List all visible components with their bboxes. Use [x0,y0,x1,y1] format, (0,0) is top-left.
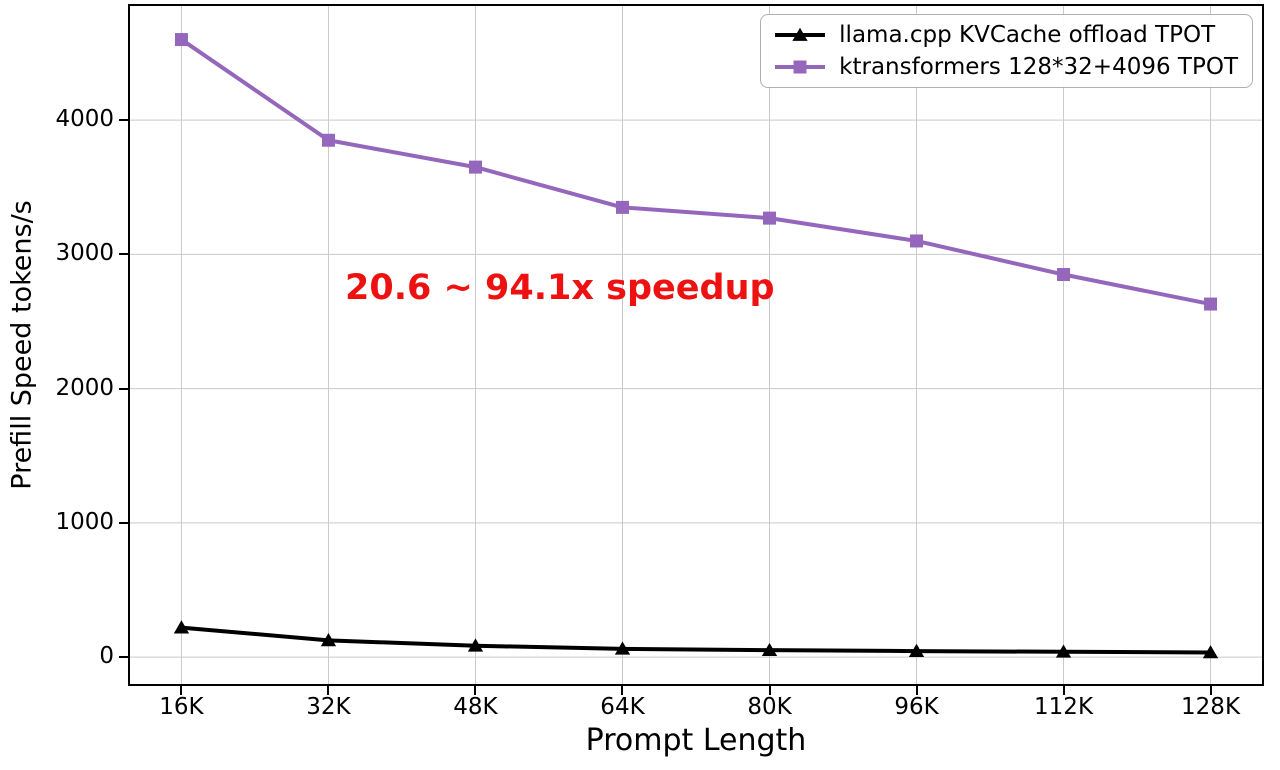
x-tick-label: 128K [1181,694,1241,720]
x-tick-mark [1209,686,1212,695]
series-marker-triangle [173,620,190,634]
series-line [181,625,1211,655]
series-marker-square [615,200,629,214]
legend-line-square-icon [775,60,826,74]
y-tick-label: 1000 [55,508,114,535]
series-marker-triangle [320,633,337,647]
y-tick-label: 4000 [55,106,114,133]
series-marker-square [1204,297,1218,311]
y-tick-mark [119,521,128,524]
series-marker-triangle [1055,644,1072,658]
series-marker-square [321,133,335,147]
y-tick-mark [119,253,128,256]
series-marker-triangle [908,643,925,657]
legend-line-triangle-icon [775,27,826,41]
series-marker-triangle [614,641,631,655]
x-axis-label: Prompt Length [585,723,807,758]
legend-sample-marker-square [793,60,807,74]
speedup-annotation: 20.6 ~ 94.1x speedup [345,268,775,308]
y-tick-label: 2000 [55,374,114,401]
x-tick-label: 48K [453,694,498,720]
y-tick-label: 0 [99,643,114,670]
series-marker-square [468,160,482,174]
legend: llama.cpp KVCache offload TPOT ktransfor… [760,14,1253,88]
y-tick-mark [119,656,128,659]
x-tick-label: 80K [747,694,792,720]
series-marker-triangle [467,638,484,652]
x-tick-label: 64K [600,694,645,720]
legend-label: ktransformers 128*32+4096 TPOT [839,54,1238,80]
x-tick-label: 32K [306,694,351,720]
plot-area: llama.cpp KVCache offload TPOT ktransfor… [128,4,1264,686]
plot-canvas [130,6,1262,684]
legend-entry: llama.cpp KVCache offload TPOT [773,22,1238,48]
x-tick-label: 16K [159,694,204,720]
series-marker-square [763,211,777,225]
x-tick-mark [915,686,918,695]
x-tick-mark [1062,686,1065,695]
series-marker-square [1057,268,1071,282]
y-tick-mark [119,387,128,390]
y-tick-mark [119,119,128,122]
legend-label: llama.cpp KVCache offload TPOT [839,22,1216,48]
legend-sample-marker-triangle [792,27,808,41]
y-tick-label: 3000 [55,240,114,267]
series-marker-square [174,33,188,47]
x-tick-label: 112K [1034,694,1094,720]
series-line [180,37,1211,307]
x-tick-mark [180,686,183,695]
series-marker-triangle [761,642,778,657]
x-tick-mark [768,686,771,695]
series-marker-triangle [1202,645,1219,659]
legend-entry: ktransformers 128*32+4096 TPOT [773,54,1238,80]
series-marker-square [910,234,924,248]
x-tick-mark [474,686,477,695]
x-tick-mark [327,686,330,695]
x-tick-label: 96K [894,694,939,720]
x-tick-mark [621,686,624,695]
